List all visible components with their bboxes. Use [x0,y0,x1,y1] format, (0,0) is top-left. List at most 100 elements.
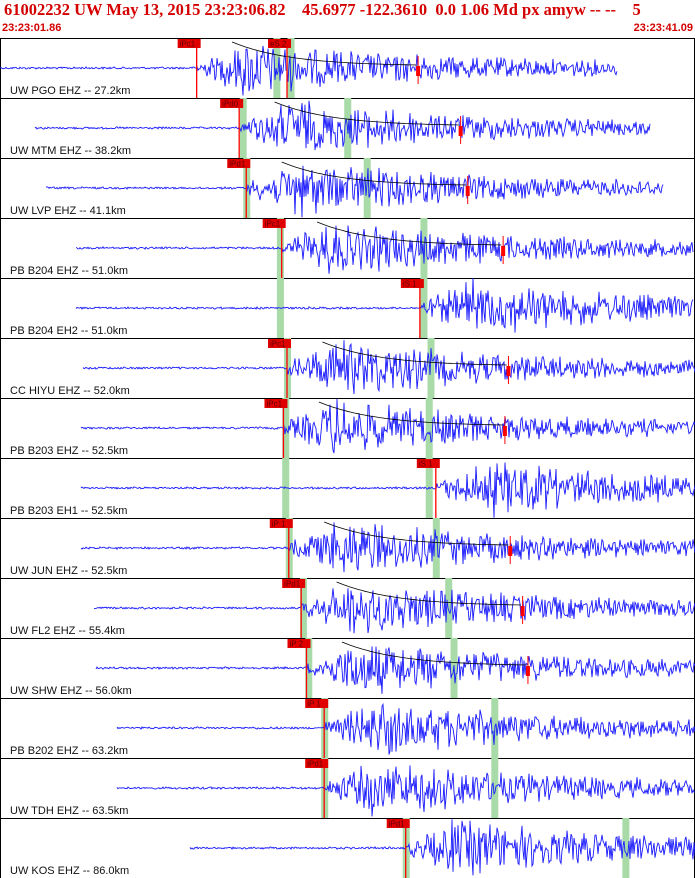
trace-panel: iPc1 eS 2 UW PGO EHZ -- 27.2km [0,38,695,98]
predicted-arrival-band [432,518,440,578]
phase-pick-label: iP 1 [307,700,321,709]
station-label: UW PGO EHZ -- 27.2km [10,85,131,97]
trace-plot: iPd1 [0,758,695,818]
station-label: UW KOS EHZ -- 86.0km [10,865,130,877]
station-label: UW LVP EHZ -- 41.1km [10,205,126,217]
event-title: 61002232 UW May 13, 2015 23:23:06.82 45.… [4,0,641,19]
predicted-arrival-band [420,278,428,338]
phase-pick-box [400,279,424,288]
predicted-arrival-band [491,758,499,818]
coda-end-marker-box [416,66,421,76]
phase-pick-box [287,639,311,648]
predicted-arrival-band [420,218,428,278]
predicted-arrival-band [273,38,281,98]
coda-decay-curve [231,41,417,66]
coda-end-marker-box [501,246,506,256]
predicted-arrival-band [425,398,433,458]
phase-pick-label: iS 1 [403,280,417,289]
trace-plot: iPd1 [0,578,695,638]
station-label: PB B204 EH2 -- 51.0km [10,325,128,337]
predicted-arrival-band [622,818,630,878]
phase-pick-box [220,99,244,108]
coda-decay-curve [324,521,509,546]
coda-decay-curve [318,401,504,426]
coda-end-marker-box [502,426,507,436]
predicted-arrival-band [287,38,295,98]
station-label: UW FL2 EHZ -- 55.4km [10,625,125,637]
coda-decay-curve [281,161,466,186]
trace-panel: iPd1 UW FL2 EHZ -- 55.4km [0,578,695,638]
coda-end-marker-box [525,666,530,676]
trace-plot: iPc1 [0,398,695,458]
waveform-trace [75,278,694,333]
phase-pick-label: iPd1 [307,760,324,769]
phase-pick-label: iP 2 [289,640,303,649]
phase-pick-box [177,39,201,48]
predicted-arrival-band [363,158,371,218]
phase-pick-label: eS 2 [270,40,287,49]
phase-pick-label: iPc1 [180,40,196,49]
station-label: PB B203 EH1 -- 52.5km [10,505,128,517]
waveform-trace [116,702,695,755]
phase-pick-label: iPd1 [284,580,301,589]
predicted-arrival-band [276,218,284,278]
trace-panel: iPc1 PB B204 EHZ -- 51.0km [0,218,695,278]
phase-pick-box [267,39,291,48]
waveform-trace [95,646,695,694]
coda-decay-curve [316,221,502,246]
coda-decay-curve [341,641,527,666]
coda-decay-curve [322,341,507,366]
phase-pick-box [227,159,251,168]
waveform-trace [116,765,695,817]
station-label: PB B202 EHZ -- 63.2km [10,745,128,757]
waveform-trace [80,522,695,573]
phase-pick-label: iP 1 [272,520,286,529]
trace-panel: iPd1 UW LVP EHZ -- 41.1km [0,158,695,218]
trace-panel: iP 1 UW JUN EHZ -- 52.5km [0,518,695,578]
phase-pick-box [267,339,291,348]
station-label: PB B203 EHZ -- 52.5km [10,445,128,457]
phase-pick-box [305,699,329,708]
trace-panel: iS 1 PB B203 EH1 -- 52.5km [0,458,695,518]
coda-decay-curve [336,581,521,606]
seismogram-panels: iPc1 eS 2 UW PGO EHZ -- 27.2km iPd0 UW MTM E… [0,38,695,878]
trace-plot: iP 2 [0,638,695,698]
phase-pick-label: iPc1 [266,400,282,409]
trace-plot: iP 1 [0,518,695,578]
trace-panel: iPd1 UW TDH EHZ -- 63.5km [0,758,695,818]
trace-panel: iPd1 UW KOS EHZ -- 86.0km [0,818,695,878]
waveform-trace [80,462,695,518]
trace-panel: iP 1 PB B202 EHZ -- 63.2km [0,698,695,758]
trace-panel: iPc1 CC HIYU EHZ -- 52.0km [0,338,695,398]
trace-panel: iS 1 PB B204 EH2 -- 51.0km [0,278,695,338]
trace-panel: iPd0 UW MTM EHZ -- 38.2km [0,98,695,158]
waveform-trace [93,588,695,634]
coda-end-marker-box [458,126,463,136]
waveform-trace [0,45,618,96]
phase-pick-label: iPc1 [265,220,281,229]
coda-decay-curve [274,101,459,126]
waveform-trace [189,819,695,876]
coda-end-marker-box [465,186,470,196]
waveform-trace [75,225,694,274]
waveform-trace [34,100,651,151]
trace-plot: iPd1 [0,818,695,878]
station-label: PB B204 EHZ -- 51.0km [10,265,128,277]
phase-pick-label: iPd0 [222,100,239,109]
station-label: CC HIYU EHZ -- 52.0km [10,385,130,397]
trace-panel: iP 2 UW SHW EHZ -- 56.0km [0,638,695,698]
station-label: UW JUN EHZ -- 52.5km [10,565,128,577]
phase-pick-box [305,759,329,768]
coda-end-marker-box [506,366,511,376]
waveform-trace [82,340,695,395]
trace-plot: iS 1 [0,458,695,518]
coda-end-marker-box [520,606,525,616]
phase-pick-box [269,519,293,528]
phase-pick-box [282,579,306,588]
phase-pick-box [262,219,286,228]
trace-plot: iPc1 eS 2 [0,38,695,98]
phase-pick-label: iPd1 [389,820,406,829]
station-label: UW TDH EHZ -- 63.5km [10,805,129,817]
phase-pick-label: iPd1 [229,160,246,169]
station-label: UW MTM EHZ -- 38.2km [10,145,131,157]
